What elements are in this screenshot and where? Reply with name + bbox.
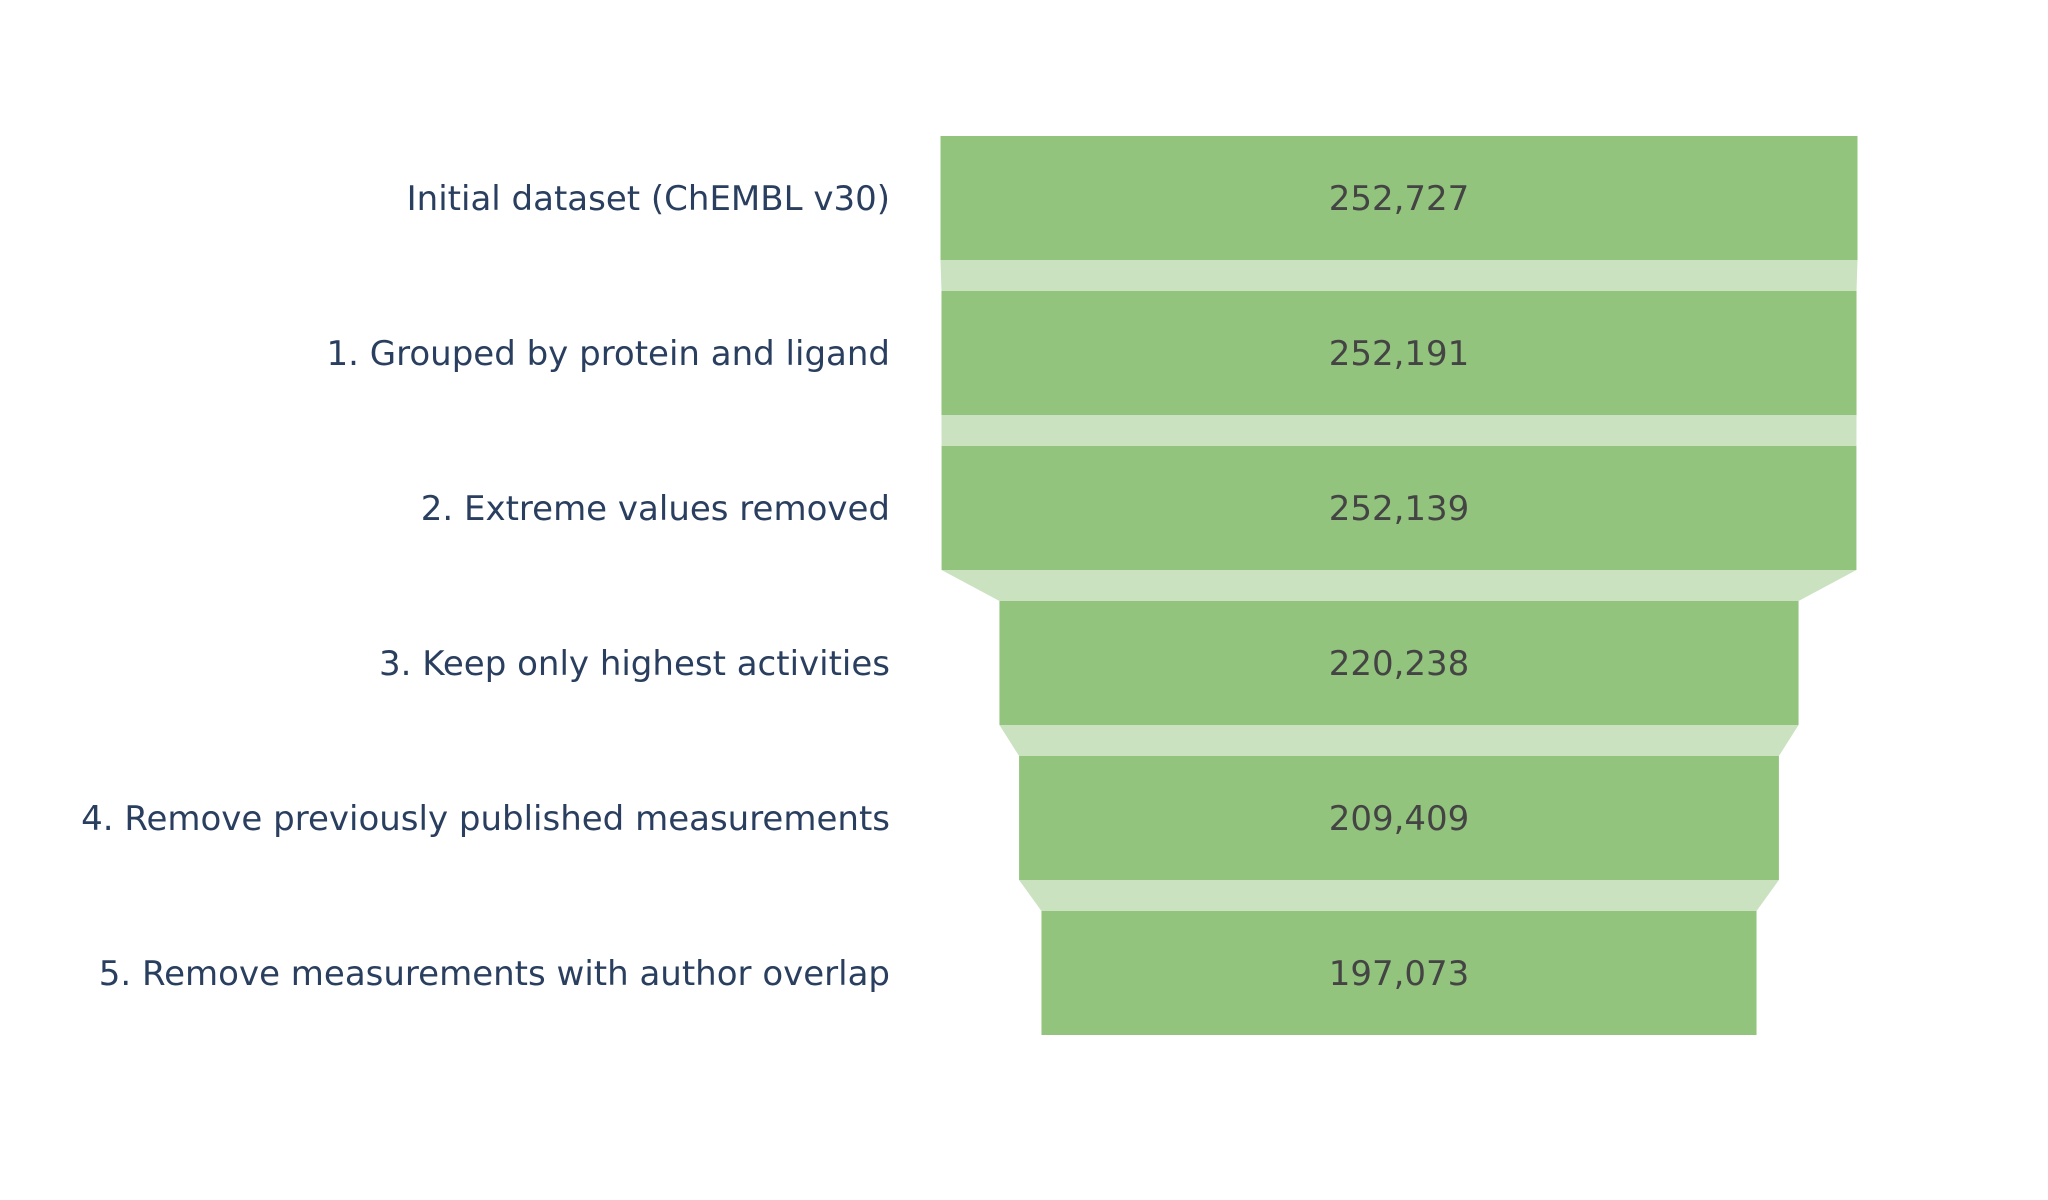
funnel-value-label: 209,409 [1329, 799, 1470, 839]
funnel-stage-label: Initial dataset (ChEMBL v30) [407, 179, 890, 219]
funnel-connector [942, 570, 1857, 601]
funnel-stage-label: 2. Extreme values removed [421, 489, 890, 529]
funnel-stage-label: 1. Grouped by protein and ligand [327, 334, 890, 374]
funnel-stage-labels: Initial dataset (ChEMBL v30) 1. Grouped b… [81, 179, 890, 994]
funnel-value-label: 220,238 [1329, 644, 1470, 684]
funnel-connector [1019, 880, 1779, 911]
funnel-value-label: 252,191 [1329, 334, 1470, 374]
funnel-connector [999, 725, 1798, 756]
funnel-connector [941, 415, 1856, 446]
funnel-value-label: 252,139 [1329, 489, 1470, 529]
funnel-stage-label: 5. Remove measurements with author overl… [99, 954, 890, 994]
funnel-connector [941, 260, 1858, 291]
funnel-stage-label: 3. Keep only highest activities [379, 644, 890, 684]
funnel-value-label: 252,727 [1329, 179, 1470, 219]
funnel-stage-label: 4. Remove previously published measureme… [81, 799, 890, 839]
funnel-value-label: 197,073 [1329, 954, 1470, 994]
